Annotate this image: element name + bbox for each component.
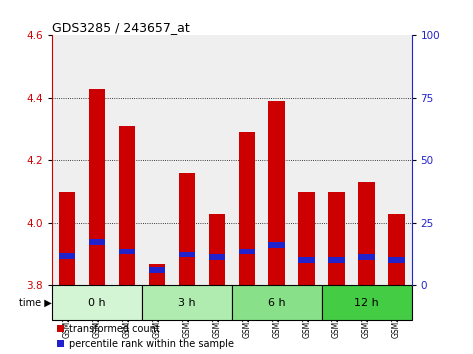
- Bar: [359, 254, 375, 260]
- Text: 0 h: 0 h: [88, 298, 106, 308]
- Bar: [328, 257, 345, 263]
- Bar: [119, 126, 135, 285]
- Bar: [359, 182, 375, 285]
- Bar: [388, 257, 405, 263]
- Text: 3 h: 3 h: [178, 298, 196, 308]
- Bar: [82, 35, 112, 285]
- Bar: [209, 213, 225, 285]
- Text: time ▶: time ▶: [19, 298, 52, 308]
- Bar: [142, 35, 172, 285]
- Bar: [179, 252, 195, 257]
- Bar: [142, 285, 232, 320]
- Bar: [238, 249, 255, 254]
- Bar: [298, 192, 315, 285]
- Bar: [351, 35, 382, 285]
- Text: GDS3285 / 243657_at: GDS3285 / 243657_at: [52, 21, 190, 34]
- Bar: [89, 88, 105, 285]
- Bar: [262, 35, 292, 285]
- Bar: [209, 254, 225, 260]
- Bar: [59, 253, 75, 259]
- Bar: [322, 285, 412, 320]
- Text: 6 h: 6 h: [268, 298, 286, 308]
- Bar: [292, 35, 322, 285]
- Bar: [238, 132, 255, 285]
- Bar: [112, 35, 142, 285]
- Bar: [232, 285, 322, 320]
- Bar: [328, 192, 345, 285]
- Bar: [269, 242, 285, 248]
- Bar: [59, 192, 75, 285]
- Bar: [269, 101, 285, 285]
- Bar: [322, 35, 351, 285]
- Bar: [179, 173, 195, 285]
- Bar: [52, 35, 82, 285]
- Bar: [388, 213, 405, 285]
- Bar: [149, 264, 165, 285]
- Legend: transformed count, percentile rank within the sample: transformed count, percentile rank withi…: [57, 324, 234, 349]
- Bar: [202, 35, 232, 285]
- Bar: [149, 267, 165, 273]
- Bar: [172, 35, 202, 285]
- Bar: [232, 35, 262, 285]
- Text: 12 h: 12 h: [354, 298, 379, 308]
- Bar: [52, 285, 142, 320]
- Bar: [119, 249, 135, 254]
- Bar: [298, 257, 315, 263]
- Bar: [382, 35, 412, 285]
- Bar: [89, 239, 105, 245]
